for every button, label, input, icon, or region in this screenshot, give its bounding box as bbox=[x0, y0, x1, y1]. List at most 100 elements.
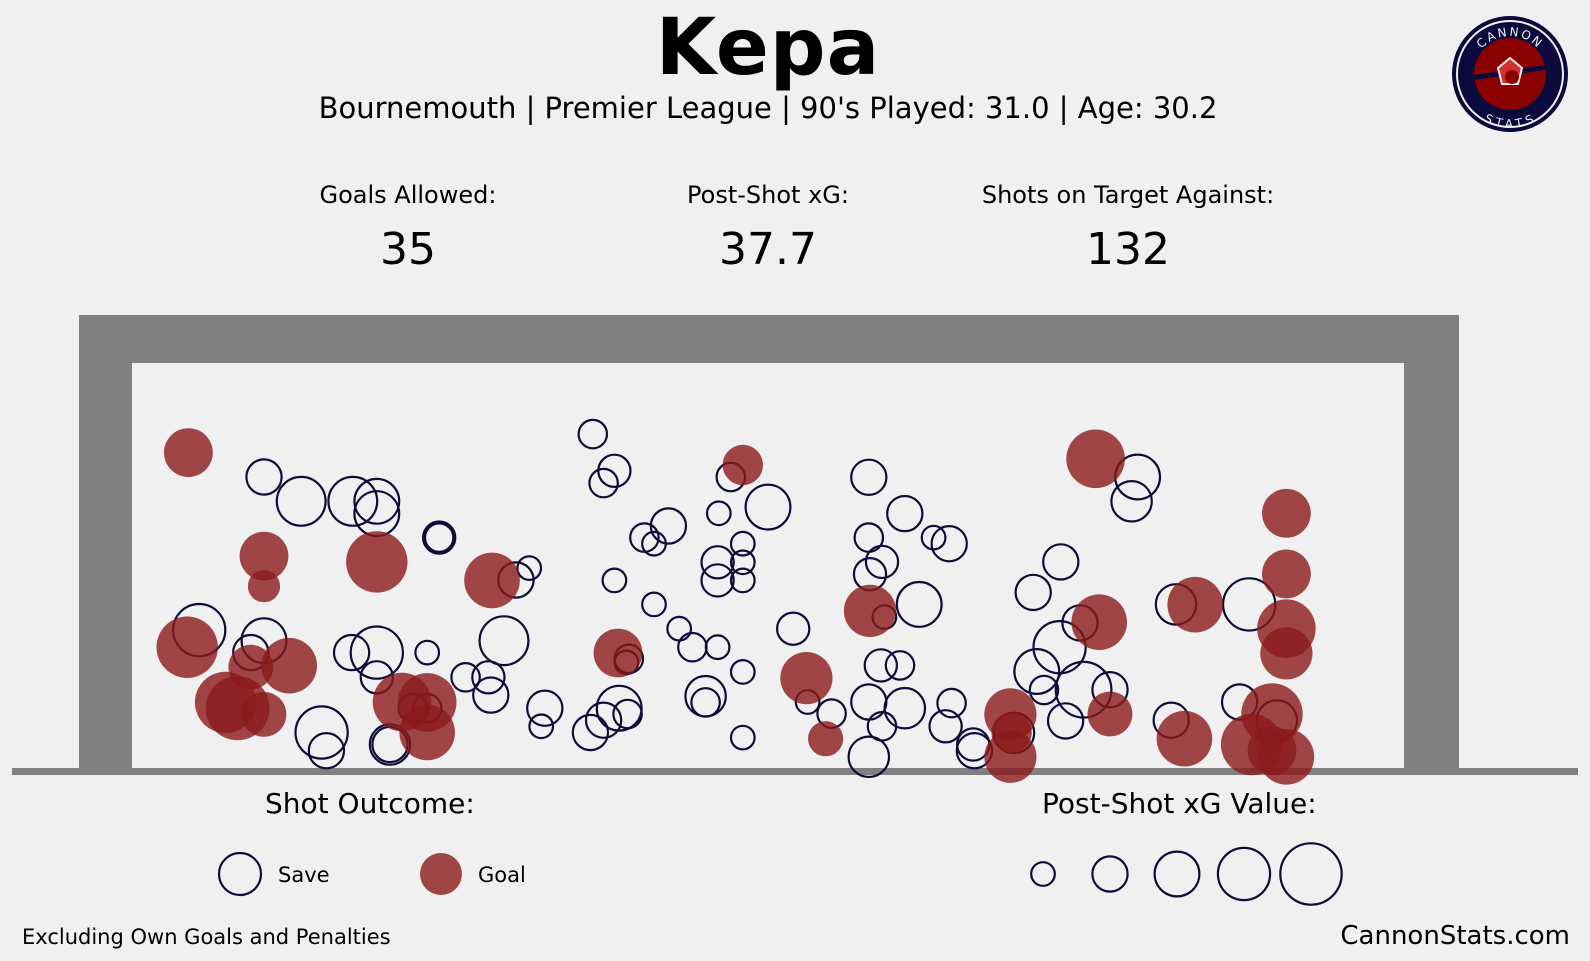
goal-shot-marker-18 bbox=[843, 584, 897, 638]
player-info-subtitle: Bournemouth | Premier League | 90's Play… bbox=[318, 91, 1218, 125]
saved-shot-marker-88 bbox=[1042, 543, 1080, 581]
legend-goal-marker bbox=[420, 853, 462, 895]
goal-shot-marker-13 bbox=[399, 704, 456, 761]
saved-shot-marker-31 bbox=[571, 713, 610, 752]
stat-shots-on-target: Shots on Target Against: 132 bbox=[918, 180, 1338, 278]
saved-shot-marker-70 bbox=[883, 686, 927, 730]
saved-shot-marker-40 bbox=[601, 567, 628, 594]
goal-shot-marker-17 bbox=[808, 721, 844, 757]
saved-shot-marker-60 bbox=[850, 458, 888, 496]
goal-mouth bbox=[132, 363, 1404, 768]
stat-label: Shots on Target Against: bbox=[981, 181, 1275, 209]
legend-size-title: Post-Shot xG Value: bbox=[1042, 787, 1317, 820]
player-name-title: Kepa bbox=[655, 3, 881, 93]
goal-shot-marker-19 bbox=[1066, 429, 1125, 489]
saved-shot-marker-53 bbox=[729, 724, 756, 751]
saved-shot-marker-16 bbox=[414, 639, 441, 666]
saved-shot-marker-76 bbox=[895, 580, 943, 628]
footnote: Excluding Own Goals and Penalties bbox=[22, 925, 391, 949]
saved-shot-marker-23 bbox=[294, 705, 349, 760]
saved-shot-marker-7 bbox=[423, 522, 455, 553]
saved-shot-marker-52 bbox=[690, 687, 721, 718]
saved-shot-marker-77 bbox=[847, 735, 891, 779]
goal-shot-marker-20 bbox=[1071, 594, 1127, 650]
saved-shot-marker-75 bbox=[930, 525, 968, 563]
goal-shot-marker-3 bbox=[346, 531, 408, 593]
saved-shot-marker-71 bbox=[928, 709, 963, 744]
legend-size-marker-4 bbox=[1279, 842, 1343, 906]
saved-shot-marker-63 bbox=[864, 544, 900, 580]
saved-shot-marker-56 bbox=[744, 483, 792, 531]
stat-goals-allowed: Goals Allowed: 35 bbox=[198, 180, 618, 278]
legend-size-marker-2 bbox=[1153, 850, 1201, 898]
saved-shot-marker-35 bbox=[588, 467, 619, 499]
saved-shot-marker-20 bbox=[472, 676, 510, 714]
saved-shot-marker-86 bbox=[1046, 702, 1085, 740]
goal-shot-marker-8 bbox=[228, 644, 274, 690]
saved-shot-marker-67 bbox=[884, 650, 916, 681]
goal-shot-marker-24 bbox=[984, 730, 1037, 783]
goal-shot-marker-4 bbox=[464, 552, 520, 609]
legend-goal-label: Goal bbox=[478, 863, 526, 887]
stat-value: 132 bbox=[1086, 224, 1170, 275]
saved-shot-marker-32 bbox=[612, 698, 643, 730]
saved-shot-marker-36 bbox=[597, 453, 632, 488]
saved-shot-marker-81 bbox=[1013, 647, 1061, 695]
saved-shot-marker-79 bbox=[1014, 573, 1052, 612]
goal-shot-marker-26 bbox=[1156, 710, 1213, 767]
goal-shot-marker-27 bbox=[1262, 488, 1311, 538]
saved-shot-marker-6 bbox=[422, 520, 457, 555]
goal-shot-marker-34 bbox=[1258, 729, 1315, 785]
cannon-stats-logo: CANNON STATS bbox=[1452, 16, 1568, 132]
saved-shot-marker-44 bbox=[700, 545, 735, 580]
saved-shot-marker-28 bbox=[528, 713, 555, 740]
site-credit: CannonStats.com bbox=[1340, 921, 1570, 951]
saved-shot-marker-14 bbox=[349, 625, 404, 680]
ground-line bbox=[12, 768, 1578, 775]
saved-shot-marker-18 bbox=[471, 660, 506, 695]
saved-shot-marker-46 bbox=[729, 549, 756, 576]
saved-shot-marker-55 bbox=[705, 500, 732, 527]
legend-save-marker bbox=[217, 851, 263, 897]
goal-shot-marker-10 bbox=[261, 637, 318, 694]
saved-shot-marker-61 bbox=[886, 494, 924, 533]
stat-value: 37.7 bbox=[719, 224, 817, 275]
saved-shot-marker-66 bbox=[863, 648, 899, 683]
goal-shot-marker-14 bbox=[593, 628, 643, 678]
saved-shot-marker-30 bbox=[584, 701, 623, 739]
saved-shot-marker-49 bbox=[704, 634, 731, 661]
legend-save-label: Save bbox=[278, 863, 330, 887]
goal-shot-marker-21 bbox=[1087, 691, 1133, 737]
saved-shot-marker-48 bbox=[729, 567, 756, 594]
saved-shot-marker-3 bbox=[327, 475, 379, 527]
goal-shot-marker-16 bbox=[780, 652, 833, 705]
stat-post-shot-xg: Post-Shot xG: 37.7 bbox=[558, 180, 978, 278]
goal-shot-marker-30 bbox=[1260, 627, 1313, 680]
saved-shot-marker-24 bbox=[307, 732, 346, 770]
stat-label: Goals Allowed: bbox=[319, 181, 497, 209]
saved-shot-marker-13 bbox=[332, 633, 371, 672]
goal-shot-marker-15 bbox=[722, 444, 763, 486]
saved-shot-marker-39 bbox=[641, 530, 667, 557]
saved-shot-marker-17 bbox=[450, 661, 481, 693]
goal-shot-marker-5 bbox=[156, 616, 218, 678]
legend-size-marker-3 bbox=[1216, 846, 1272, 902]
goal-shot-marker-2 bbox=[247, 570, 281, 603]
saved-shot-marker-84 bbox=[1028, 674, 1060, 706]
saved-shot-marker-50 bbox=[729, 659, 756, 685]
saved-shot-marker-4 bbox=[353, 477, 401, 525]
stat-label: Post-Shot xG: bbox=[687, 181, 849, 209]
svg-text:STATS: STATS bbox=[1482, 111, 1537, 131]
saved-shot-marker-41 bbox=[641, 591, 667, 618]
saved-shot-marker-2 bbox=[275, 475, 327, 527]
saved-shot-marker-47 bbox=[729, 530, 756, 557]
goal-shot-marker-9 bbox=[241, 692, 287, 737]
goal-shot-marker-0 bbox=[164, 428, 213, 477]
saved-shot-marker-9 bbox=[516, 555, 543, 581]
legend-size-marker-0 bbox=[1030, 861, 1056, 887]
saved-shot-marker-45 bbox=[700, 563, 735, 598]
goal-shot-marker-1 bbox=[239, 531, 289, 581]
saved-shot-marker-0 bbox=[577, 418, 609, 450]
saved-shot-marker-90 bbox=[1110, 479, 1153, 523]
